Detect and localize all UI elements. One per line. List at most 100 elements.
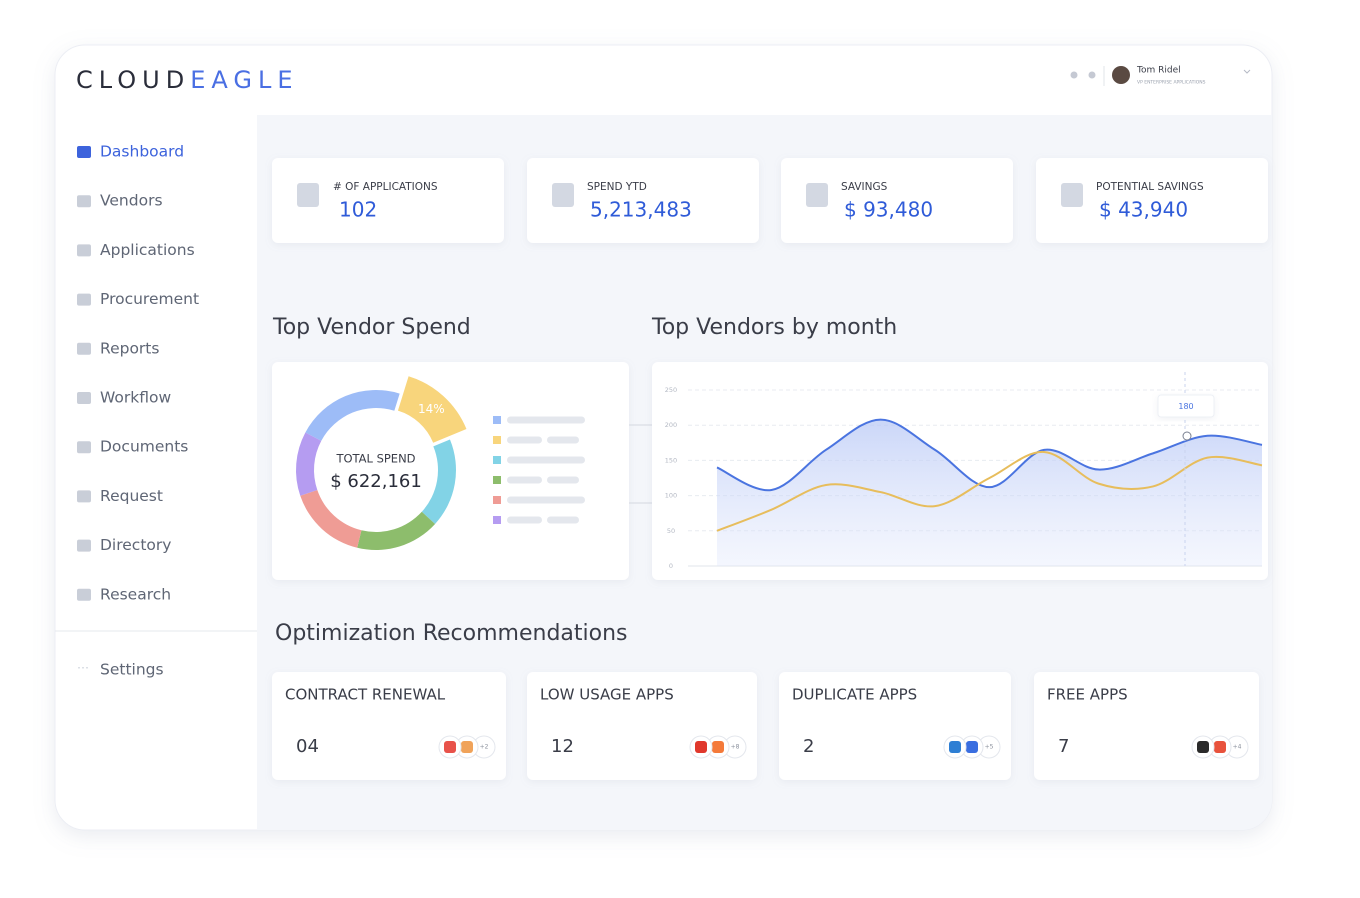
series-line xyxy=(716,450,1263,532)
legend-swatch xyxy=(493,436,501,444)
stat-label: SAVINGS xyxy=(841,181,888,193)
nav-icon xyxy=(77,342,91,355)
y-tick-label: 100 xyxy=(665,492,677,500)
stat-icon xyxy=(297,183,319,207)
logo: CLOUDEAGLE xyxy=(76,66,299,94)
legend-placeholder xyxy=(547,516,579,524)
card-title: FREE APPS xyxy=(1047,686,1128,704)
legend-placeholder xyxy=(507,476,542,484)
cursor xyxy=(1182,431,1192,441)
card-count: 04 xyxy=(296,736,319,757)
y-tick-label: 0 xyxy=(669,562,673,570)
notification-icon[interactable] xyxy=(1070,71,1078,79)
app-logo xyxy=(949,741,961,753)
stat-value: $ 43,940 xyxy=(1099,198,1188,222)
app-logo xyxy=(1214,741,1226,753)
tooltip-value: 180 xyxy=(1178,402,1193,411)
section-title: Top Vendor Spend xyxy=(272,315,471,340)
more-label: +8 xyxy=(731,744,740,751)
donut-segment xyxy=(357,511,436,550)
nav-label: Workflow xyxy=(100,389,171,407)
segment-label: 14% xyxy=(418,402,445,416)
user-menu-caret[interactable] xyxy=(1243,69,1251,74)
stat-label: # OF APPLICATIONS xyxy=(333,181,438,193)
legend-swatch xyxy=(493,456,501,464)
stat-value: 102 xyxy=(339,198,377,222)
donut-segment xyxy=(296,432,322,496)
nav-label: Research xyxy=(100,585,171,603)
nav-item[interactable]: Applications xyxy=(77,241,195,259)
recommendation-card[interactable]: LOW USAGE APPS 12 +8 xyxy=(527,672,757,780)
more-label: +2 xyxy=(480,744,489,751)
card-title: LOW USAGE APPS xyxy=(540,686,674,704)
legend-placeholder xyxy=(507,516,542,524)
legend-swatch xyxy=(493,416,501,424)
nav-item[interactable]: Workflow xyxy=(77,389,171,407)
legend-swatch xyxy=(493,516,501,524)
nav-item[interactable]: Procurement xyxy=(77,290,199,308)
nav-item[interactable]: Research xyxy=(77,585,171,603)
nav-label: Documents xyxy=(100,438,188,456)
logo-dark: CLOUD xyxy=(76,66,190,94)
stat-value: 5,213,483 xyxy=(590,198,692,222)
section-title: Top Vendors by month xyxy=(651,315,897,340)
recommendation-card[interactable]: CONTRACT RENEWAL 04 +2 xyxy=(272,672,506,780)
app-logo xyxy=(695,741,707,753)
more-label: +4 xyxy=(1233,744,1242,751)
nav-icon xyxy=(77,539,91,552)
nav-label: Reports xyxy=(100,339,159,357)
donut-segment xyxy=(305,390,400,441)
nav-item[interactable]: Reports xyxy=(77,339,159,357)
stat-card xyxy=(527,158,759,243)
donut-center-value: $ 622,161 xyxy=(330,471,422,492)
legend-placeholder xyxy=(507,456,585,464)
recommendation-card[interactable]: FREE APPS 7 +4 xyxy=(1034,672,1259,780)
nav-item[interactable]: Dashboard xyxy=(77,143,184,161)
stat-label: POTENTIAL SAVINGS xyxy=(1096,181,1204,193)
more-label: +5 xyxy=(985,744,994,751)
card-title: DUPLICATE APPS xyxy=(792,686,917,704)
nav-icon xyxy=(77,293,91,306)
donut-segment xyxy=(300,489,362,548)
stat-card xyxy=(1036,158,1268,243)
donut-center-label: TOTAL SPEND xyxy=(335,452,415,466)
legend-placeholder xyxy=(547,476,579,484)
series-area xyxy=(717,419,1262,566)
legend-swatch xyxy=(493,496,501,504)
logo-accent: EAGLE xyxy=(190,66,298,94)
app-logo xyxy=(444,741,456,753)
nav-label: Applications xyxy=(100,241,195,259)
stat-icon xyxy=(552,183,574,207)
card-count: 12 xyxy=(551,736,574,757)
card-count: 2 xyxy=(803,736,814,757)
stat-value: $ 93,480 xyxy=(844,198,933,222)
nav-label: Vendors xyxy=(100,192,163,210)
nav-label[interactable]: Settings xyxy=(100,661,164,679)
avatar[interactable] xyxy=(1112,66,1130,84)
stat-card xyxy=(781,158,1013,243)
legend-placeholder xyxy=(507,436,542,444)
nav-icon xyxy=(77,588,91,601)
y-tick-label: 50 xyxy=(667,527,675,535)
nav-icon: ⋯ xyxy=(77,661,89,675)
help-icon[interactable] xyxy=(1088,71,1096,79)
nav-item[interactable]: Vendors xyxy=(77,192,163,210)
recommendation-card[interactable]: DUPLICATE APPS 2 +5 xyxy=(779,672,1011,780)
app-logo xyxy=(712,741,724,753)
nav-icon xyxy=(77,195,91,208)
user-name: Tom Ridel xyxy=(1136,66,1181,76)
stat-card xyxy=(272,158,504,243)
app-logo xyxy=(966,741,978,753)
y-tick-label: 250 xyxy=(665,386,677,394)
donut-segment xyxy=(421,439,457,524)
nav-item[interactable]: Documents xyxy=(77,438,188,456)
nav-item[interactable]: Directory xyxy=(77,536,171,554)
donut-segment xyxy=(397,376,467,443)
y-tick-label: 200 xyxy=(665,421,677,429)
nav-icon xyxy=(77,441,91,454)
app-logo xyxy=(461,741,473,753)
nav-item[interactable]: Request xyxy=(77,487,163,505)
user-role: VP ENTERPRISE APPLICATIONS xyxy=(1137,80,1206,86)
nav-icon xyxy=(77,146,91,158)
